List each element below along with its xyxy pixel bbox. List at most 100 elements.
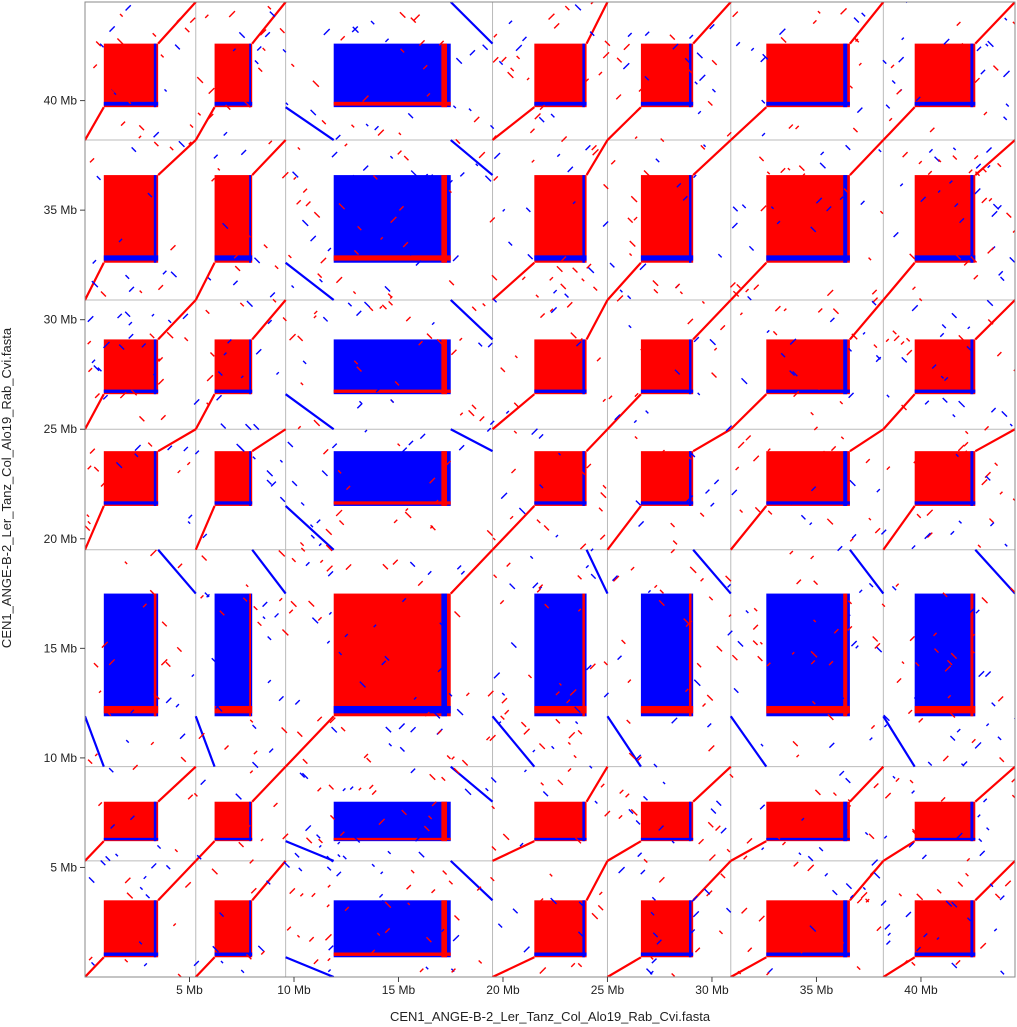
repeat-dot <box>146 696 154 704</box>
repeat-dot <box>219 912 225 918</box>
repeat-dot <box>937 159 942 163</box>
repeat-dot <box>542 790 549 797</box>
repeat-dot <box>448 692 453 697</box>
repeat-dot <box>873 782 879 789</box>
repeat-dot <box>479 415 485 422</box>
repeat-dot <box>153 141 159 147</box>
repeat-dot <box>929 127 935 133</box>
centromere-edge-strip-x <box>441 593 447 717</box>
repeat-dot <box>401 597 407 603</box>
repeat-dot <box>911 304 919 312</box>
repeat-dot <box>587 266 595 274</box>
repeat-dot <box>927 170 933 176</box>
repeat-dot <box>131 146 137 153</box>
repeat-dot <box>292 171 299 178</box>
repeat-dot <box>936 937 940 941</box>
repeat-dot <box>105 855 111 862</box>
repeat-dot <box>615 94 622 100</box>
repeat-dot <box>987 164 991 169</box>
repeat-dot <box>301 772 309 780</box>
repeat-dot <box>908 842 915 848</box>
repeat-dot <box>703 144 707 148</box>
repeat-dot <box>574 4 582 11</box>
repeat-dot <box>319 559 324 564</box>
repeat-dot <box>521 276 526 281</box>
centromere-edge-strip-x <box>582 801 585 842</box>
repeat-dot <box>523 946 530 953</box>
repeat-dot <box>671 840 675 844</box>
repeat-dot <box>410 768 416 774</box>
repeat-dot <box>529 555 534 560</box>
synteny-line <box>585 299 609 340</box>
repeat-dot <box>810 650 818 658</box>
centromere-edge-strip-x <box>441 451 447 506</box>
repeat-dot <box>274 612 280 618</box>
repeat-dot <box>574 706 581 714</box>
repeat-dot <box>381 899 386 904</box>
repeat-dot <box>170 244 176 251</box>
repeat-dot <box>930 77 938 85</box>
synteny-line <box>692 860 732 902</box>
repeat-dot <box>916 893 924 901</box>
repeat-dot <box>244 100 251 108</box>
repeat-dot <box>160 414 167 421</box>
repeat-dot <box>500 715 505 721</box>
repeat-dot <box>402 241 409 248</box>
repeat-dot <box>902 959 908 966</box>
repeat-dot <box>729 773 734 779</box>
repeat-dot <box>266 469 274 477</box>
repeat-dot <box>253 257 261 264</box>
repeat-dot <box>490 124 495 130</box>
repeat-dot <box>217 167 221 171</box>
repeat-dot <box>1005 103 1010 107</box>
repeat-dot <box>468 108 472 112</box>
repeat-dot <box>300 547 306 552</box>
repeat-dot <box>322 316 329 322</box>
repeat-dot <box>883 835 888 839</box>
repeat-dot <box>129 815 135 821</box>
repeat-dot <box>150 862 157 869</box>
repeat-dot <box>408 440 414 446</box>
repeat-dot <box>685 620 693 628</box>
repeat-dot <box>944 665 952 672</box>
repeat-dot <box>337 841 341 845</box>
repeat-dot <box>735 41 741 47</box>
repeat-dot <box>377 129 385 136</box>
repeat-dot <box>426 333 433 340</box>
repeat-dot <box>532 749 536 753</box>
repeat-dot <box>832 308 840 315</box>
repeat-dot <box>958 400 966 408</box>
repeat-dot <box>401 447 408 453</box>
synteny-line <box>606 840 642 862</box>
synteny-line <box>157 549 197 595</box>
repeat-dot <box>523 769 527 773</box>
synteny-line <box>849 549 885 595</box>
repeat-dot <box>504 709 510 715</box>
repeat-dot <box>298 867 303 872</box>
repeat-dot <box>939 332 945 338</box>
repeat-dot <box>165 864 171 870</box>
repeat-dot <box>539 586 543 590</box>
repeat-dot <box>526 77 530 81</box>
synteny-line <box>882 505 916 551</box>
repeat-dot <box>257 945 265 952</box>
repeat-dot <box>425 966 429 970</box>
repeat-dot <box>913 693 920 699</box>
repeat-dot <box>977 814 981 818</box>
repeat-dot <box>987 246 995 254</box>
repeat-dot <box>249 770 254 774</box>
repeat-dot <box>484 175 492 182</box>
repeat-dot <box>955 453 959 458</box>
centromere-edge-strip-x <box>249 593 251 717</box>
synteny-line <box>157 139 197 176</box>
centromere-block-alo19-cvi <box>640 43 694 108</box>
repeat-dot <box>286 926 292 931</box>
centromere-edge-strip-y <box>534 389 587 393</box>
repeat-dot <box>225 104 231 111</box>
repeat-dot <box>208 87 215 95</box>
repeat-dot <box>981 479 988 486</box>
repeat-dot <box>921 854 927 860</box>
repeat-dot <box>390 399 395 404</box>
repeat-dot <box>92 259 97 264</box>
repeat-dot <box>489 420 495 426</box>
